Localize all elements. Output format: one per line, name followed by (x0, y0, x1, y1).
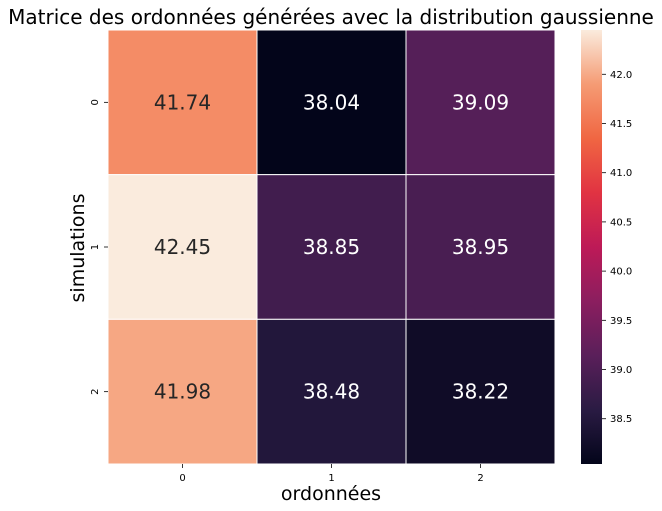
heatmap-cells (107, 29, 556, 465)
colorbar-tick-label: 40.5 (610, 217, 632, 228)
colorbar-tick-label: 41.0 (610, 168, 632, 179)
colorbar-tick-label: 40.0 (610, 267, 632, 278)
heatmap-cell (107, 174, 258, 320)
heatmap-cell-labels: 41.74 38.04 39.09 42.45 38.85 38.95 41.98 38.48… (154, 90, 509, 403)
cell-value-label: 38.48 (303, 380, 360, 404)
cell-value-label: 38.04 (303, 90, 360, 114)
chart-title: Matrice des ordonnées générées avec la d… (8, 5, 654, 29)
cell-value-label: 42.45 (154, 235, 211, 259)
heatmap-cell (107, 29, 258, 176)
y-tick-label: 0 (90, 99, 101, 105)
colorbar-tick-label: 39.5 (610, 316, 632, 327)
colorbar-tick-label: 38.5 (610, 414, 632, 425)
colorbar-ticks: 38.5 39.0 39.5 40.0 40.5 41.0 41.5 42.0 (602, 70, 632, 425)
x-axis-label: ordonnées (281, 483, 381, 505)
heatmap-cell (256, 29, 407, 176)
heatmap-cell (256, 174, 407, 320)
heatmap-cell (405, 29, 556, 176)
x-tick-label: 0 (179, 473, 185, 484)
colorbar (581, 30, 602, 464)
colorbar-tick-label: 39.0 (610, 365, 632, 376)
cell-value-label: 41.74 (154, 90, 211, 114)
y-tick-label: 2 (90, 388, 101, 394)
cell-value-label: 38.95 (452, 235, 509, 259)
cell-value-label: 39.09 (452, 90, 509, 114)
cell-value-label: 38.85 (303, 235, 360, 259)
x-axis-ticks: 0 1 2 (179, 464, 484, 484)
y-axis-label: simulations (67, 194, 89, 303)
y-axis-ticks: 0 1 2 (90, 99, 108, 395)
colorbar-tick-label: 42.0 (610, 70, 632, 81)
heatmap-cell (405, 174, 556, 320)
y-tick-label: 1 (90, 244, 101, 250)
x-tick-label: 2 (477, 473, 483, 484)
cell-value-label: 41.98 (154, 380, 211, 404)
x-tick-label: 1 (328, 473, 334, 484)
colorbar-tick-label: 41.5 (610, 119, 632, 130)
cell-value-label: 38.22 (452, 380, 509, 404)
heatmap-cell (107, 318, 258, 465)
heatmap-cell (256, 318, 407, 465)
